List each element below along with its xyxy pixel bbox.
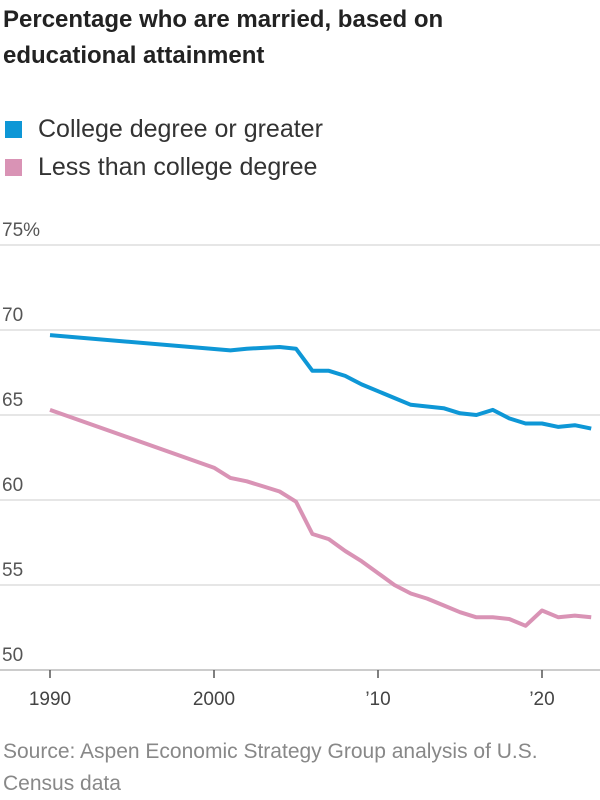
legend-item-less-than-college: Less than college degree	[5, 148, 323, 186]
y-tick-label: 55	[2, 560, 23, 581]
legend-swatch-less-than-college	[5, 158, 22, 176]
y-tick-label: 70	[2, 305, 23, 326]
x-tick-label: 1990	[29, 689, 71, 710]
chart-plot: 75% 70 65 60 55 50 1990 2000 ’10 ’20	[0, 220, 600, 710]
x-tick-label: ’10	[365, 689, 390, 710]
y-tick-label: 60	[2, 475, 23, 496]
legend-item-college: College degree or greater	[5, 110, 323, 148]
source-note: Source: Aspen Economic Strategy Group an…	[3, 740, 538, 795]
legend-swatch-college	[5, 120, 22, 138]
chart-title: Percentage who are married, based on edu…	[3, 6, 444, 69]
y-tick-label: 75%	[2, 220, 40, 241]
y-tick-label: 50	[2, 645, 23, 666]
legend-label-college: College degree or greater	[38, 114, 323, 143]
legend: College degree or greater Less than coll…	[5, 110, 323, 186]
y-tick-label: 65	[2, 390, 23, 411]
legend-label-less-than-college: Less than college degree	[38, 152, 318, 181]
x-tick-label: ’20	[529, 689, 554, 710]
x-tick-label: 2000	[193, 689, 235, 710]
series-line-college	[49, 333, 592, 431]
series-line-less-than-college	[49, 408, 592, 628]
